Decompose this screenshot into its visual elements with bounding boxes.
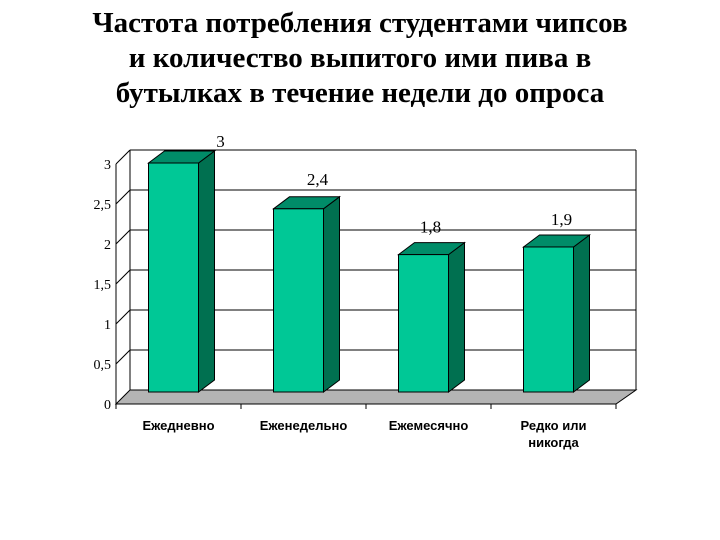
x-axis-labels: Ежедневно Еженедельно Ежемесячно Редко или н… xyxy=(142,418,586,450)
data-label: 1,9 xyxy=(551,210,572,229)
gridline-depth xyxy=(115,189,131,205)
bar xyxy=(397,241,466,393)
y-tick-label: 0,5 xyxy=(94,358,112,373)
chart-title-line-3: бутылках в течение недели до опроса xyxy=(115,77,605,109)
data-labels: 3 2,4 1,8 1,9 xyxy=(216,132,572,237)
gridline-depth xyxy=(115,349,131,365)
bar-side xyxy=(448,241,465,393)
bars xyxy=(147,150,591,393)
gridline-depth xyxy=(115,229,131,245)
y-tick-label: 1,5 xyxy=(94,278,112,293)
chart-title: Частота потребления студентами чипсов и … xyxy=(0,6,720,111)
y-axis-labels: 0 0,5 1 1,5 2 2,5 3 xyxy=(94,158,112,413)
x-axis-ticks xyxy=(115,404,617,409)
y-tick-label: 3 xyxy=(104,158,111,173)
y-tick-label: 2 xyxy=(104,238,111,253)
x-tick-label: Ежемесячно xyxy=(389,418,469,433)
gridline-depth xyxy=(115,309,131,325)
bar xyxy=(522,233,591,393)
bar-side xyxy=(198,150,215,393)
bar-side xyxy=(573,233,590,393)
data-label: 3 xyxy=(216,132,225,151)
y-tick-label: 1 xyxy=(104,318,111,333)
bar xyxy=(272,195,341,393)
chart-title-line-2: и количество выпитого ими пива в xyxy=(128,42,592,74)
data-label: 1,8 xyxy=(420,218,441,237)
x-tick-label: Ежедневно xyxy=(142,418,214,433)
y-tick-label: 2,5 xyxy=(94,198,112,213)
gridline-depth xyxy=(115,269,131,285)
x-tick-label: никогда xyxy=(528,435,579,450)
gridline-depth xyxy=(115,149,131,165)
bar-front xyxy=(148,162,199,393)
x-tick-label: Еженедельно xyxy=(260,418,348,433)
bar-front xyxy=(273,208,324,393)
bar-front xyxy=(398,254,449,393)
bar-front xyxy=(523,246,574,393)
chart-title-line-1: Частота потребления студентами чипсов xyxy=(92,7,628,39)
x-tick-label: Редко или xyxy=(521,418,587,433)
bar-side xyxy=(323,195,340,393)
data-label: 2,4 xyxy=(307,170,329,189)
bar xyxy=(147,150,216,393)
y-tick-label: 0 xyxy=(104,398,111,413)
